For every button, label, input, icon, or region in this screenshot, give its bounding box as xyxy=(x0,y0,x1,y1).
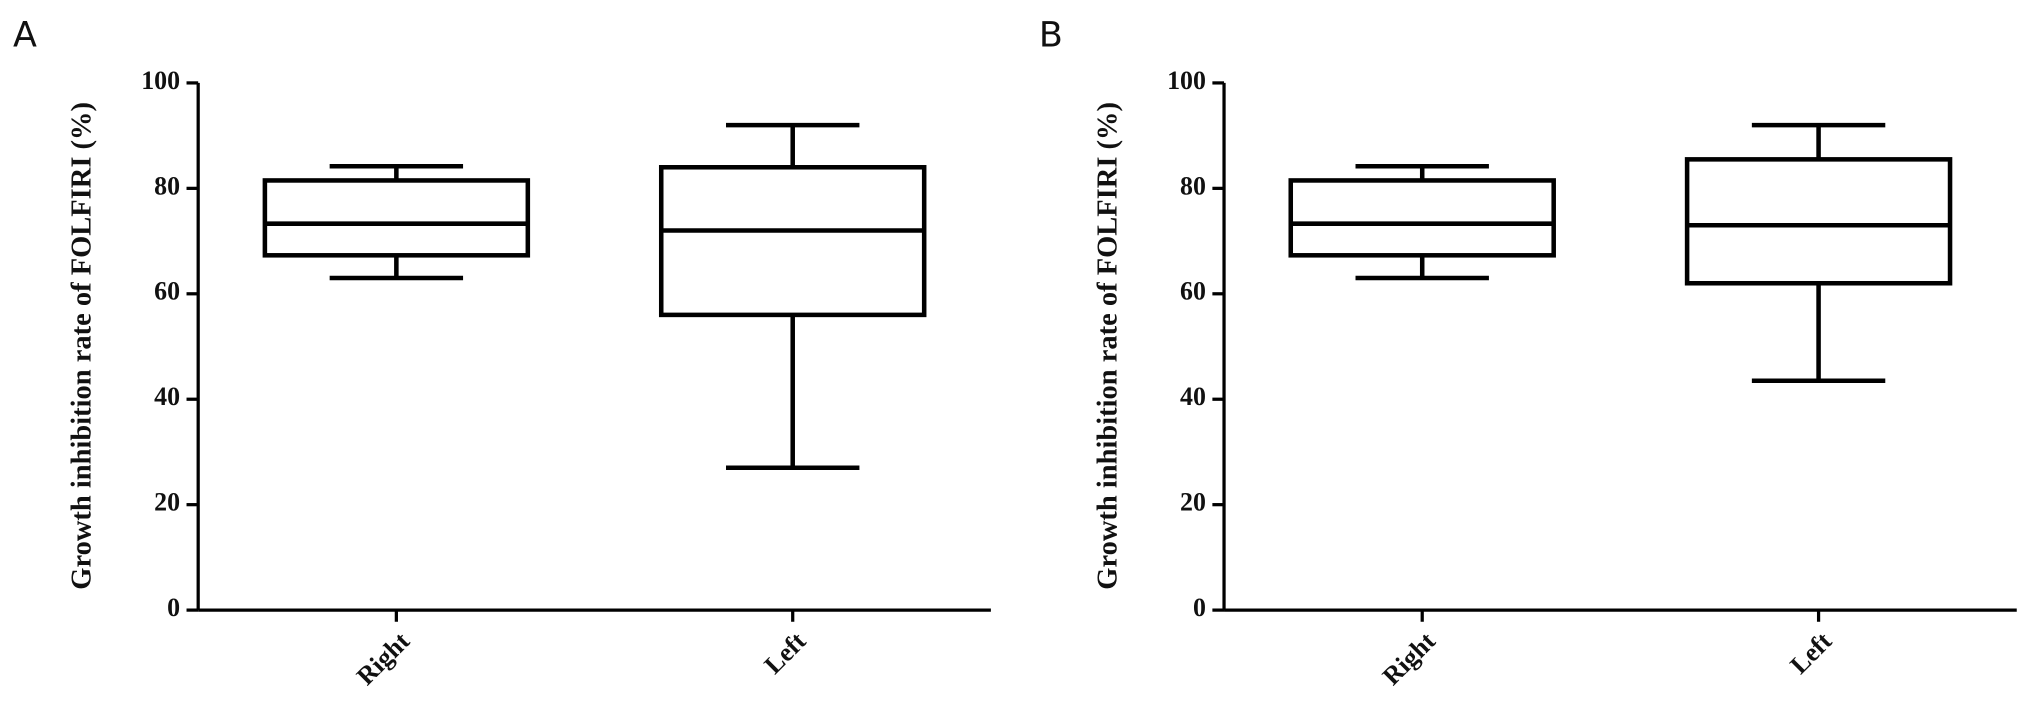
box xyxy=(1288,178,1556,258)
y-tick-label: 40 xyxy=(154,382,180,411)
y-tick-label: 20 xyxy=(154,488,180,517)
y-axis-label: Growth inhibition rate of FOLFIRI (%) xyxy=(1093,102,1124,590)
y-axis-label: Growth inhibition rate of FOLFIRI (%) xyxy=(67,102,98,590)
y-tick-label: 60 xyxy=(154,277,180,306)
box xyxy=(262,178,531,258)
y-tick-label: 100 xyxy=(1167,66,1206,95)
y-tick-label: 80 xyxy=(1180,171,1206,200)
x-tick-label: Right xyxy=(1377,626,1442,691)
y-tick-label: 60 xyxy=(1180,277,1206,306)
x-tick-label: Left xyxy=(758,626,811,679)
y-tick-label: 20 xyxy=(1180,488,1206,517)
y-tick-label: 40 xyxy=(1180,382,1206,411)
x-tick-label: Left xyxy=(1784,626,1837,679)
y-tick-label: 80 xyxy=(154,171,180,200)
y-tick-label: 0 xyxy=(167,593,180,622)
y-tick-label: 100 xyxy=(141,66,180,95)
box xyxy=(1684,157,1953,286)
panel-label: B xyxy=(1039,16,1063,56)
panel: B Growth inhibition rate of FOLFIRI (%) 0 2… xyxy=(1039,16,2017,691)
y-tick-label: 0 xyxy=(1193,593,1206,622)
box xyxy=(658,165,927,318)
panel-label: A xyxy=(13,16,37,56)
panel: A Growth inhibition rate of FOLFIRI (%) 0 2… xyxy=(13,16,991,691)
x-tick-label: Right xyxy=(351,626,416,691)
